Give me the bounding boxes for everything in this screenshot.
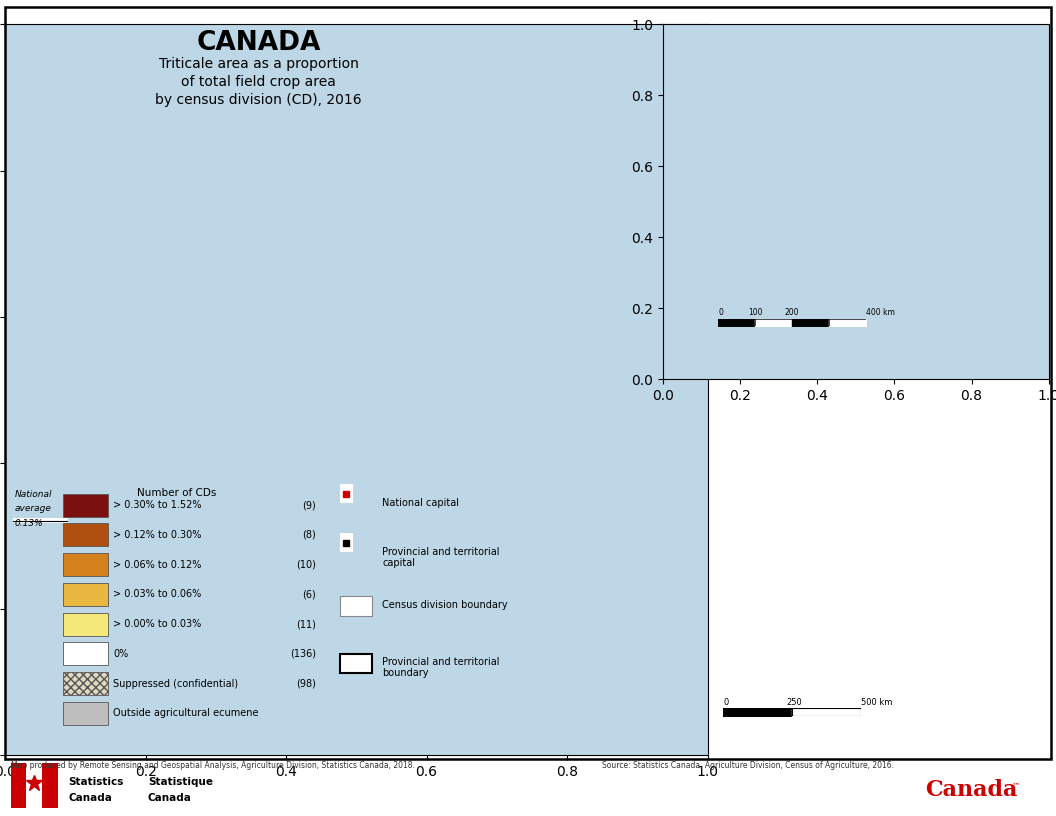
Text: Provincial and territorial
capital: Provincial and territorial capital — [382, 547, 499, 568]
Text: CANADA: CANADA — [196, 30, 321, 56]
Text: > 0.12% to 0.30%: > 0.12% to 0.30% — [113, 530, 202, 540]
Text: Suppressed (confidential): Suppressed (confidential) — [113, 679, 238, 689]
Text: (10): (10) — [296, 560, 316, 570]
Text: ™: ™ — [1012, 782, 1020, 791]
Bar — [11, 763, 26, 808]
Text: (136): (136) — [289, 649, 316, 659]
Text: average: average — [15, 504, 52, 513]
Text: Map produced by Remote Sensing and Geospatial Analysis, Agriculture Division, St: Map produced by Remote Sensing and Geosp… — [11, 761, 414, 769]
Text: 100: 100 — [748, 308, 762, 317]
Text: Number of CDs: Number of CDs — [136, 488, 216, 498]
Text: Outside agricultural ecumene: Outside agricultural ecumene — [113, 708, 259, 718]
Bar — [26, 763, 42, 808]
Text: 0: 0 — [724, 698, 729, 707]
Text: > 0.06% to 0.12%: > 0.06% to 0.12% — [113, 560, 202, 570]
Text: Canada: Canada — [925, 779, 1018, 800]
Text: Statistics: Statistics — [69, 777, 124, 787]
Text: 500 km: 500 km — [861, 698, 892, 707]
Text: (9): (9) — [302, 500, 316, 510]
Text: (98): (98) — [296, 679, 316, 689]
Text: 250: 250 — [787, 698, 802, 707]
Text: Canada: Canada — [69, 793, 113, 803]
Text: 0.13%: 0.13% — [15, 519, 43, 528]
Text: Triticale area as a proportion: Triticale area as a proportion — [158, 57, 359, 71]
Text: Statistique: Statistique — [148, 777, 213, 787]
Text: 200: 200 — [785, 308, 799, 317]
Text: by census division (CD), 2016: by census division (CD), 2016 — [155, 93, 362, 107]
Text: Census division boundary: Census division boundary — [382, 600, 508, 610]
Text: 0%: 0% — [113, 649, 128, 659]
Text: Canada: Canada — [148, 793, 192, 803]
Text: > 0.30% to 1.52%: > 0.30% to 1.52% — [113, 500, 202, 510]
Text: Provincial and territorial
boundary: Provincial and territorial boundary — [382, 657, 499, 678]
Text: Source: Statistics Canada, Agriculture Division, Census of Agriculture, 2016.: Source: Statistics Canada, Agriculture D… — [602, 761, 894, 769]
Text: of total field crop area: of total field crop area — [182, 75, 336, 89]
Text: (8): (8) — [302, 530, 316, 540]
Text: > 0.03% to 0.06%: > 0.03% to 0.06% — [113, 589, 202, 600]
Text: (6): (6) — [302, 589, 316, 600]
Text: > 0.00% to 0.03%: > 0.00% to 0.03% — [113, 619, 202, 629]
Text: National capital: National capital — [382, 498, 459, 508]
Text: National: National — [15, 490, 53, 499]
Text: 0: 0 — [719, 308, 723, 317]
Bar — [42, 763, 58, 808]
Text: (11): (11) — [296, 619, 316, 629]
Text: 400 km: 400 km — [866, 308, 894, 317]
